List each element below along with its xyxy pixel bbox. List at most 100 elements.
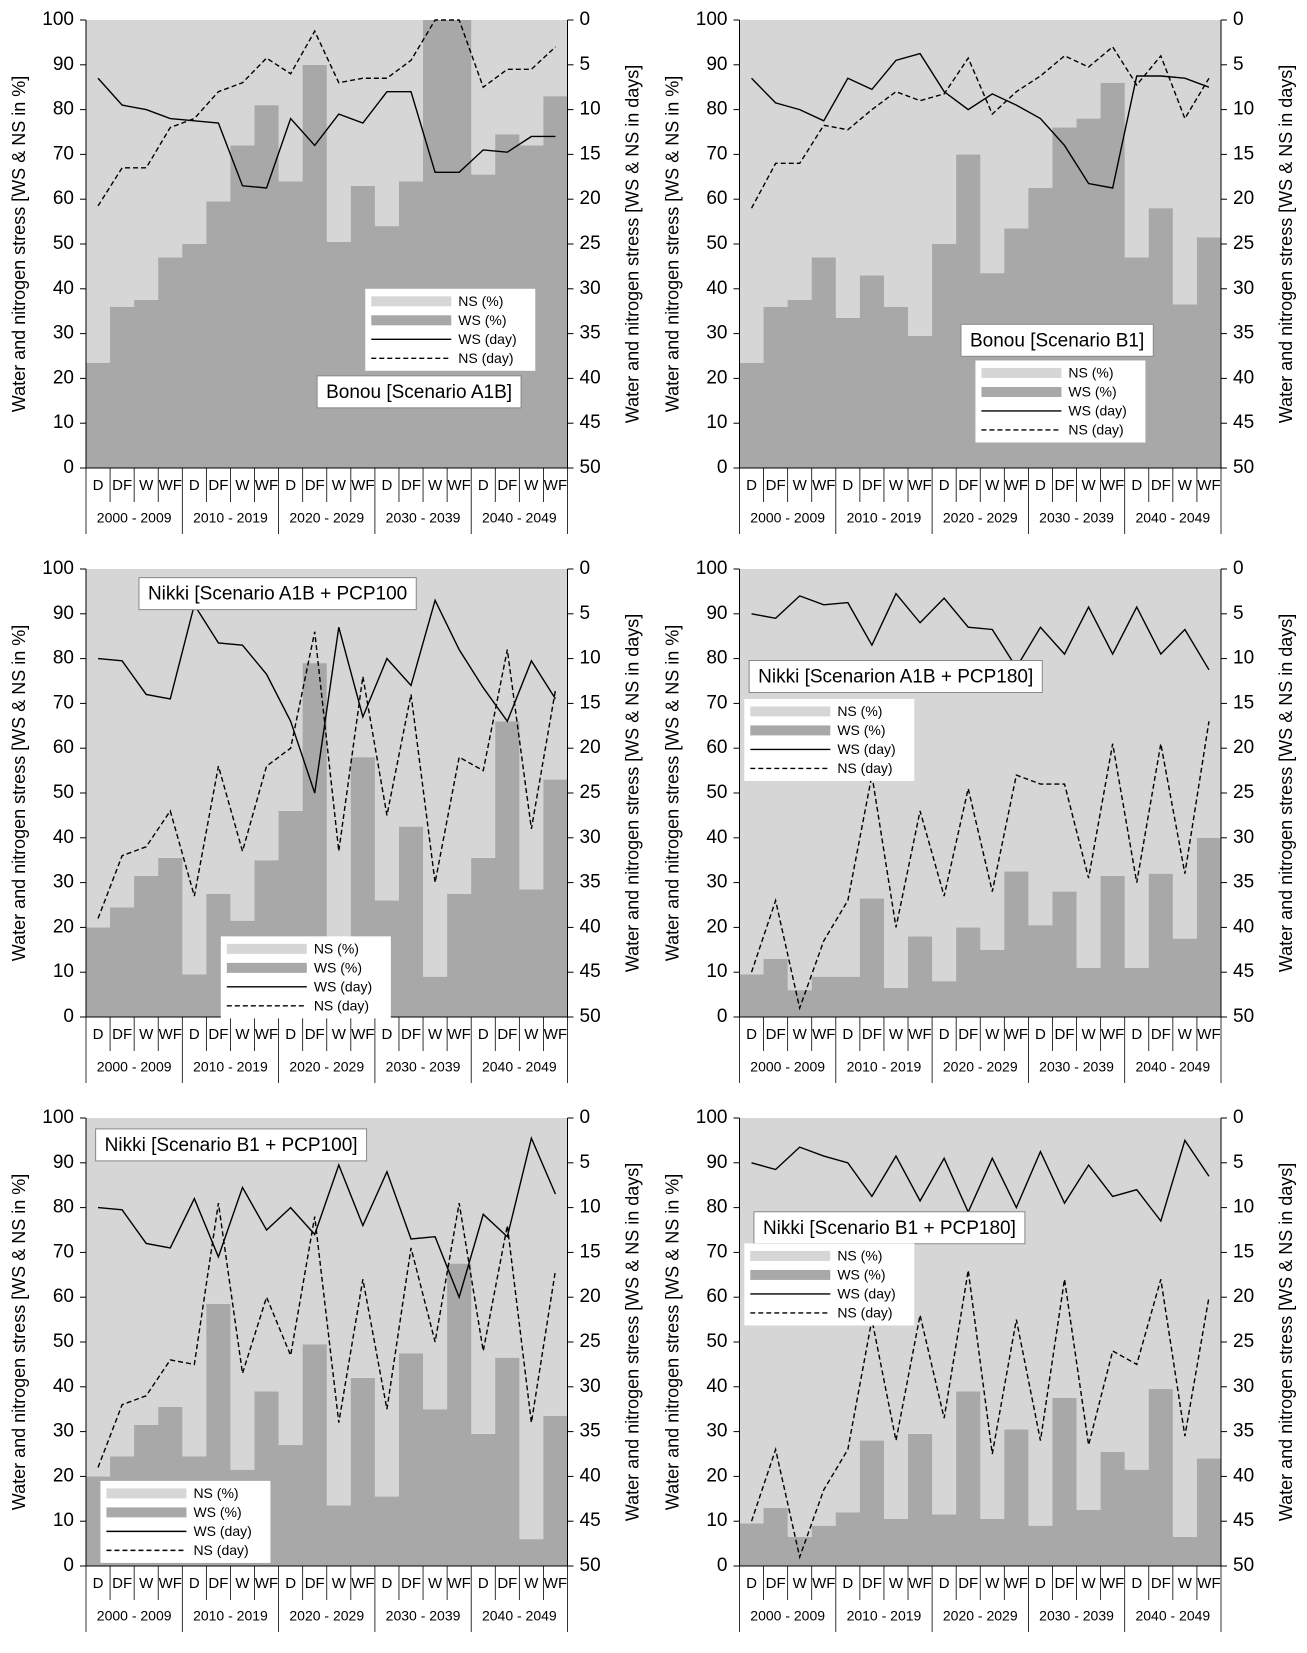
bar <box>908 936 933 1017</box>
x-tick-label: D <box>189 1575 200 1592</box>
x-tick-label: W <box>524 477 539 494</box>
x-tick-label: D <box>285 1575 296 1592</box>
y-tick-label: 100 <box>42 558 74 579</box>
x-tick-label: WF <box>908 1026 931 1043</box>
bar <box>326 569 352 937</box>
x-tick-label: DF <box>1151 477 1171 494</box>
x-tick-label: DF <box>112 1575 132 1592</box>
y2-tick-label: 30 <box>1233 278 1254 299</box>
legend-label: NS (day) <box>193 1542 248 1558</box>
group-label: 2000 - 2009 <box>97 510 172 526</box>
y-tick-label: 70 <box>53 1241 74 1262</box>
y-axis-title: Water and nitrogen stress [WS & NS in %] <box>662 76 682 412</box>
bar <box>835 1512 861 1566</box>
group-label: 2020 - 2029 <box>289 1608 364 1624</box>
bar <box>350 20 376 186</box>
bar <box>883 1518 909 1566</box>
x-tick-label: WF <box>351 477 374 494</box>
legend-label: NS (%) <box>314 941 359 957</box>
y-tick-label: 20 <box>53 916 74 937</box>
bar <box>110 1118 135 1457</box>
chart-panel: 0 10 20 30 40 50 60 70 80 90 100 0 5 10 15 20 25 30 35 40 45… <box>9 558 642 1083</box>
y-tick-label: 70 <box>706 143 727 164</box>
bar <box>908 335 933 468</box>
legend-label: WS (day) <box>314 979 372 995</box>
x-tick-label: DF <box>208 477 228 494</box>
x-tick-label: D <box>746 477 757 494</box>
bar <box>1196 837 1222 1017</box>
bar <box>1172 1118 1198 1537</box>
bar <box>1196 237 1222 468</box>
bar <box>182 974 207 1017</box>
x-tick-label: D <box>189 477 200 494</box>
x-tick-label: WF <box>1005 1575 1028 1592</box>
x-tick-label: WF <box>812 1575 835 1592</box>
bar <box>932 244 957 468</box>
bar <box>543 569 568 780</box>
x-tick-label: D <box>1131 1026 1142 1043</box>
x-tick-label: W <box>428 1575 443 1592</box>
legend-swatch <box>981 386 1062 397</box>
x-tick-label: D <box>382 477 393 494</box>
x-tick-label: W <box>428 477 443 494</box>
y2-tick-label: 10 <box>580 99 601 120</box>
x-tick-label: WF <box>1197 1026 1220 1043</box>
x-tick-label: W <box>1082 1575 1097 1592</box>
bar <box>543 1118 568 1416</box>
y2-tick-label: 45 <box>580 961 601 982</box>
x-tick-label: DF <box>862 1026 882 1043</box>
bar <box>1124 569 1150 968</box>
bar <box>787 1118 813 1537</box>
bar <box>932 1514 957 1566</box>
group-label: 2040 - 2049 <box>482 1608 557 1624</box>
bar <box>956 569 981 928</box>
x-tick-label: WF <box>908 1575 931 1592</box>
y-tick-label: 0 <box>63 457 74 478</box>
x-tick-label: D <box>1035 477 1046 494</box>
legend-label: WS (%) <box>193 1504 241 1520</box>
bar <box>495 1357 520 1566</box>
y-tick-label: 50 <box>706 233 727 254</box>
bar <box>956 1118 981 1392</box>
x-tick-label: WF <box>351 1575 374 1592</box>
y2-tick-label: 50 <box>580 457 601 478</box>
x-tick-label: D <box>285 477 296 494</box>
bar <box>1076 20 1102 119</box>
y2-tick-label: 25 <box>580 233 601 254</box>
x-tick-label: DF <box>208 1026 228 1043</box>
y2-tick-label: 30 <box>580 278 601 299</box>
bar <box>423 569 448 977</box>
group-label: 2020 - 2029 <box>943 510 1018 526</box>
legend-swatch <box>371 296 452 307</box>
chart-title: Bonou [Scenario B1] <box>970 330 1144 351</box>
bar <box>374 1496 400 1566</box>
y2-tick-label: 15 <box>580 1241 601 1262</box>
bar <box>1124 967 1150 1017</box>
legend-label: NS (%) <box>193 1485 238 1501</box>
y2-tick-label: 35 <box>1233 323 1254 344</box>
y-tick-label: 40 <box>53 1376 74 1397</box>
y-tick-label: 80 <box>706 1197 727 1218</box>
y-tick-label: 40 <box>706 827 727 848</box>
line-series <box>97 19 556 207</box>
bar <box>1004 871 1029 1017</box>
bar <box>110 20 135 307</box>
bar <box>86 20 111 363</box>
chart-panel: 0 10 20 30 40 50 60 70 80 90 100 0 5 10 15 20 25 30 35 40 45… <box>9 1107 642 1632</box>
x-tick-label: DF <box>766 1575 786 1592</box>
y2-tick-label: 10 <box>580 648 601 669</box>
bar <box>374 1118 400 1497</box>
x-tick-label: DF <box>208 1575 228 1592</box>
legend-label: NS (day) <box>837 1305 892 1321</box>
y2-tick-label: 15 <box>1233 1241 1254 1262</box>
bar <box>835 317 861 468</box>
bar <box>86 362 111 468</box>
bar <box>254 569 279 861</box>
y-tick-label: 30 <box>53 1421 74 1442</box>
y-tick-label: 0 <box>717 457 728 478</box>
y-axis-title: Water and nitrogen stress [WS & NS in %] <box>9 1174 29 1510</box>
x-tick-label: D <box>382 1575 393 1592</box>
y-tick-label: 100 <box>696 558 728 579</box>
legend-label: WS (%) <box>314 960 362 976</box>
